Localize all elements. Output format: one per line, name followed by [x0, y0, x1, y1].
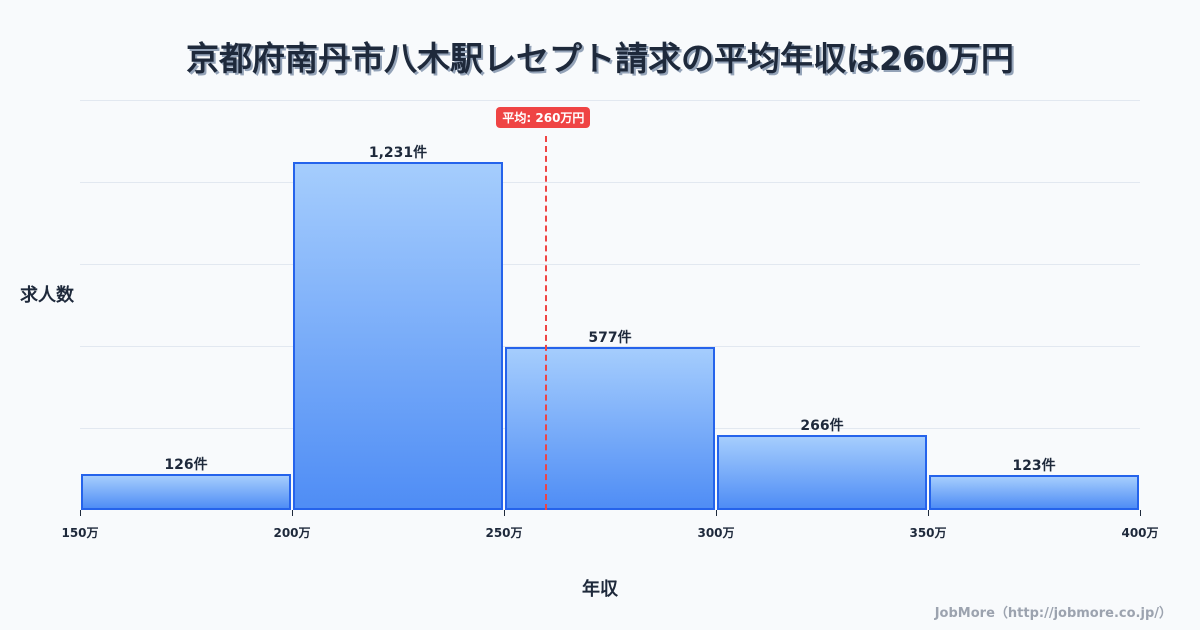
mean-badge: 平均: 260万円	[496, 107, 591, 128]
histogram-bar	[505, 346, 715, 510]
bar-value-label: 123件	[1012, 458, 1056, 475]
histogram-bar	[929, 475, 1139, 510]
bar-value-label: 126件	[164, 457, 208, 474]
x-tick-label: 150万	[61, 526, 99, 540]
x-tick	[716, 510, 717, 516]
gridline	[80, 182, 1140, 183]
bar-value-label: 266件	[800, 417, 844, 434]
gridline	[80, 100, 1140, 101]
x-tick	[1140, 510, 1141, 516]
gridline	[80, 264, 1140, 265]
x-axis-label: 年収	[582, 579, 618, 600]
mean-line	[545, 136, 548, 510]
y-axis-label: 求人数	[20, 285, 74, 306]
plot-area: 126件 1,231件 577件 266件 123件 150万 200万 250万 300万 3…	[61, 100, 1159, 540]
x-tick-label: 350万	[909, 526, 947, 540]
x-tick	[504, 510, 505, 516]
credit-text: JobMore（http://jobmore.co.jp/）	[934, 606, 1172, 621]
chart-title: 京都府南丹市八木駅レセプト請求の平均年収は260万円	[186, 39, 1014, 78]
x-tick	[292, 510, 293, 516]
x-tick-label: 400万	[1121, 526, 1159, 540]
x-tick-label: 300万	[697, 526, 735, 540]
histogram-bar	[293, 161, 503, 510]
gridline	[80, 346, 1140, 347]
bar-value-label: 1,231件	[368, 144, 428, 161]
bar-value-label: 577件	[588, 329, 632, 346]
x-tick	[928, 510, 929, 516]
histogram-bar	[81, 474, 291, 510]
x-tick	[80, 510, 81, 516]
x-tick-label: 200万	[273, 526, 311, 540]
x-tick-label: 250万	[485, 526, 523, 540]
histogram-bar	[717, 434, 927, 510]
